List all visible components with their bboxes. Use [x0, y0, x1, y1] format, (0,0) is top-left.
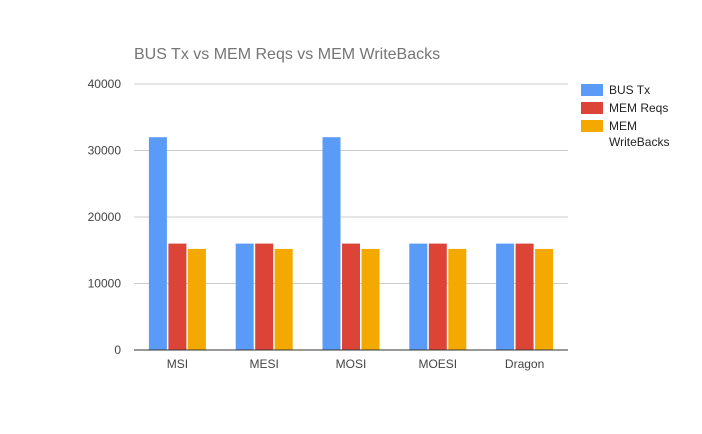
bar-moesi-mem-reqs [428, 243, 447, 350]
bar-msi-mem-reqs [168, 243, 187, 350]
bar-msi-mem-writebacks [187, 248, 206, 350]
bar-mosi-bus-tx [322, 137, 341, 350]
legend-label: MEM WriteBacks [609, 119, 669, 149]
legend-swatch [581, 102, 603, 114]
axes: 0 10000 20000 30000 40000 MSI MESI MOSI MOESI Dra… [88, 77, 568, 371]
legend-label: MEM Reqs [609, 101, 668, 115]
x-tick-label: MSI [167, 357, 188, 371]
bars [148, 137, 554, 350]
x-tick-label: MOSI [336, 357, 367, 371]
x-tick-label: MESI [250, 357, 279, 371]
bar-mesi-mem-reqs [255, 243, 274, 350]
legend-swatch [581, 120, 603, 132]
y-tick-label: 30000 [88, 144, 122, 158]
chart-title: BUS Tx vs MEM Reqs vs MEM WriteBacks [134, 46, 440, 63]
bar-dragon-mem-writebacks [535, 248, 554, 350]
bar-moesi-bus-tx [409, 243, 428, 350]
grid-lines [134, 83, 568, 284]
bar-dragon-mem-reqs [515, 243, 534, 350]
y-tick-label: 10000 [88, 277, 122, 291]
y-tick-label: 20000 [88, 210, 122, 224]
legend-label: BUS Tx [609, 83, 650, 97]
y-tick-label: 40000 [88, 77, 122, 91]
bar-mosi-mem-writebacks [361, 248, 380, 350]
bar-mesi-bus-tx [235, 243, 254, 350]
x-tick-label: MOESI [418, 357, 457, 371]
bar-mesi-mem-writebacks [274, 248, 293, 350]
bar-mosi-mem-reqs [342, 243, 360, 350]
y-tick-label: 0 [114, 343, 121, 357]
legend: BUS Tx MEM Reqs MEM WriteBacks [581, 83, 669, 149]
bar-dragon-bus-tx [496, 243, 515, 350]
legend-swatch [581, 84, 603, 96]
bar-moesi-mem-writebacks [448, 248, 467, 350]
bar-msi-bus-tx [148, 137, 167, 350]
x-tick-label: Dragon [505, 357, 544, 371]
